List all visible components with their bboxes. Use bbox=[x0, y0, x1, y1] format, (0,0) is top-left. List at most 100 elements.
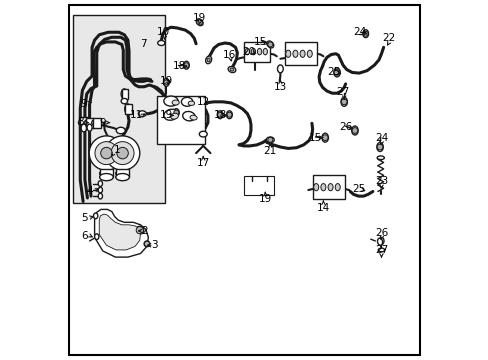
Ellipse shape bbox=[300, 50, 305, 57]
Text: 27: 27 bbox=[336, 87, 349, 97]
Text: 24: 24 bbox=[374, 133, 387, 143]
Ellipse shape bbox=[158, 41, 164, 45]
Ellipse shape bbox=[163, 109, 178, 120]
Bar bbox=[73, 15, 164, 203]
Text: 9: 9 bbox=[100, 118, 106, 128]
Bar bbox=[284, 42, 316, 65]
Ellipse shape bbox=[136, 226, 143, 234]
Ellipse shape bbox=[100, 170, 113, 177]
Circle shape bbox=[322, 135, 327, 140]
Ellipse shape bbox=[121, 98, 127, 104]
Circle shape bbox=[363, 31, 367, 36]
Bar bbox=[244, 42, 270, 62]
Ellipse shape bbox=[285, 50, 290, 57]
Bar bbox=[104, 139, 125, 143]
Ellipse shape bbox=[116, 174, 129, 181]
Ellipse shape bbox=[93, 213, 98, 219]
Text: 26: 26 bbox=[338, 122, 351, 132]
Text: 22: 22 bbox=[381, 33, 394, 43]
Text: 15: 15 bbox=[253, 37, 267, 47]
Ellipse shape bbox=[266, 41, 273, 48]
Ellipse shape bbox=[351, 126, 357, 135]
Circle shape bbox=[341, 99, 346, 105]
Ellipse shape bbox=[100, 174, 113, 181]
Ellipse shape bbox=[92, 119, 102, 126]
Text: 10: 10 bbox=[157, 27, 170, 37]
Text: 15: 15 bbox=[308, 133, 322, 143]
Text: 8: 8 bbox=[77, 117, 83, 127]
Ellipse shape bbox=[81, 124, 86, 132]
Ellipse shape bbox=[181, 97, 192, 106]
Ellipse shape bbox=[277, 65, 283, 73]
Ellipse shape bbox=[170, 113, 178, 119]
Text: 7: 7 bbox=[140, 39, 146, 49]
Text: 25: 25 bbox=[351, 184, 365, 194]
Ellipse shape bbox=[292, 50, 297, 57]
Ellipse shape bbox=[84, 119, 94, 126]
Text: 20: 20 bbox=[242, 46, 255, 57]
Ellipse shape bbox=[327, 184, 332, 191]
Circle shape bbox=[89, 136, 123, 170]
Ellipse shape bbox=[183, 112, 195, 121]
Circle shape bbox=[351, 128, 357, 134]
Ellipse shape bbox=[87, 124, 92, 131]
Text: 25: 25 bbox=[326, 67, 339, 77]
Ellipse shape bbox=[333, 68, 340, 77]
Ellipse shape bbox=[207, 58, 210, 62]
Polygon shape bbox=[99, 214, 140, 250]
Bar bbox=[244, 176, 273, 195]
Circle shape bbox=[196, 19, 202, 25]
Bar bbox=[80, 117, 88, 128]
Ellipse shape bbox=[227, 67, 235, 73]
Text: 19: 19 bbox=[160, 76, 173, 86]
Text: 18: 18 bbox=[213, 111, 226, 121]
Bar bbox=[116, 169, 129, 177]
Circle shape bbox=[376, 144, 382, 150]
Circle shape bbox=[105, 136, 140, 170]
Ellipse shape bbox=[163, 96, 178, 106]
Text: 11: 11 bbox=[130, 111, 143, 121]
Circle shape bbox=[333, 69, 339, 75]
Bar bbox=[312, 175, 344, 199]
Ellipse shape bbox=[183, 61, 189, 69]
Circle shape bbox=[111, 141, 134, 165]
Ellipse shape bbox=[116, 170, 129, 177]
Ellipse shape bbox=[124, 104, 131, 114]
Ellipse shape bbox=[229, 68, 233, 71]
Ellipse shape bbox=[78, 119, 89, 127]
Bar bbox=[122, 89, 128, 99]
Text: 14: 14 bbox=[316, 203, 329, 213]
Ellipse shape bbox=[172, 100, 179, 105]
Ellipse shape bbox=[320, 184, 325, 191]
Bar bbox=[93, 118, 101, 128]
Text: 23: 23 bbox=[374, 176, 387, 186]
Text: 13: 13 bbox=[273, 82, 286, 92]
Text: 6: 6 bbox=[81, 231, 88, 240]
Text: 16: 16 bbox=[223, 50, 236, 60]
Ellipse shape bbox=[190, 115, 197, 120]
Ellipse shape bbox=[362, 30, 368, 38]
Text: 19: 19 bbox=[193, 13, 206, 23]
Circle shape bbox=[136, 226, 143, 234]
Bar bbox=[86, 118, 94, 128]
Ellipse shape bbox=[266, 137, 274, 143]
Ellipse shape bbox=[306, 50, 312, 57]
Ellipse shape bbox=[98, 193, 102, 199]
Ellipse shape bbox=[313, 184, 318, 191]
Ellipse shape bbox=[116, 127, 125, 134]
Circle shape bbox=[101, 147, 112, 159]
Ellipse shape bbox=[244, 48, 249, 55]
Ellipse shape bbox=[138, 111, 146, 117]
Ellipse shape bbox=[98, 187, 102, 193]
Text: 19: 19 bbox=[258, 194, 271, 204]
Ellipse shape bbox=[188, 101, 194, 105]
Circle shape bbox=[174, 110, 179, 115]
Text: 12: 12 bbox=[196, 97, 209, 107]
Text: 21: 21 bbox=[263, 145, 276, 156]
Circle shape bbox=[183, 63, 188, 68]
Text: 9: 9 bbox=[81, 99, 87, 109]
Ellipse shape bbox=[321, 133, 328, 142]
Ellipse shape bbox=[196, 19, 203, 26]
Circle shape bbox=[267, 137, 272, 142]
Circle shape bbox=[217, 112, 222, 117]
